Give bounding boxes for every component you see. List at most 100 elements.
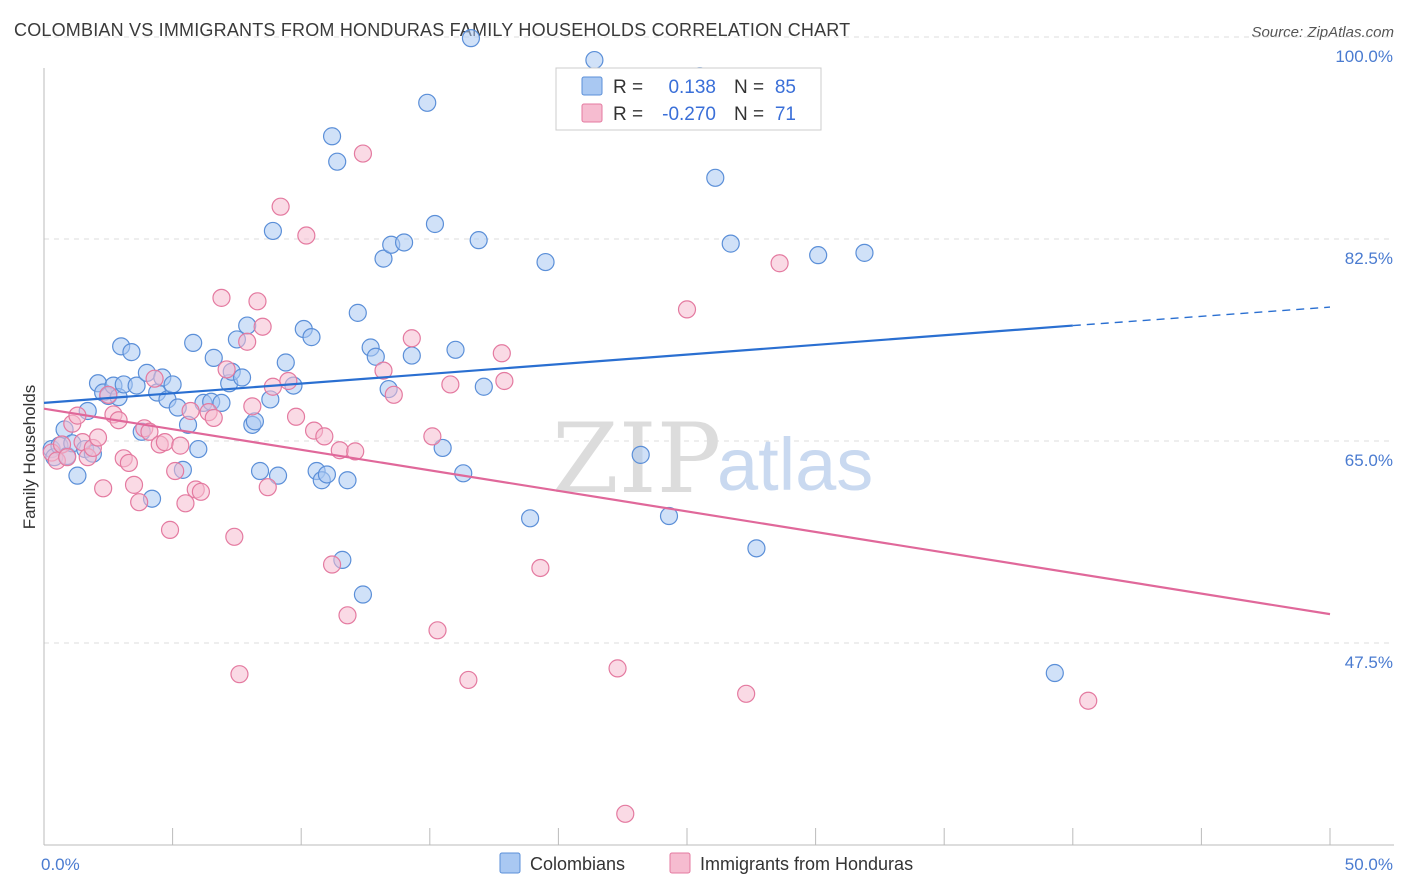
x-axis-tick-labels: 0.0% 50.0% xyxy=(41,855,1393,874)
point-colombians xyxy=(184,333,203,352)
bottom-legend: Colombians Immigrants from Honduras xyxy=(499,852,913,874)
trend-line-colombians-projection xyxy=(1072,306,1331,327)
watermark-atlas: atlas xyxy=(717,423,873,506)
point-honduras xyxy=(204,408,223,428)
point-colombians xyxy=(631,445,650,464)
point-colombians xyxy=(232,368,252,387)
point-colombians xyxy=(706,168,725,187)
point-honduras xyxy=(608,659,627,678)
point-honduras xyxy=(279,371,298,391)
legend-n-value-1: 85 xyxy=(775,77,796,98)
point-honduras xyxy=(258,478,277,497)
point-colombians xyxy=(353,585,373,604)
point-colombians xyxy=(366,347,385,366)
point-honduras xyxy=(145,369,164,388)
point-colombians xyxy=(809,246,828,265)
point-colombians xyxy=(322,127,342,146)
point-honduras xyxy=(315,427,334,446)
point-honduras xyxy=(441,375,460,394)
point-colombians xyxy=(721,234,740,253)
point-colombians xyxy=(454,464,473,483)
point-honduras xyxy=(495,371,514,391)
point-colombians xyxy=(855,243,874,262)
point-colombians xyxy=(433,438,452,458)
point-honduras xyxy=(88,428,108,447)
point-honduras xyxy=(217,360,236,379)
point-honduras xyxy=(353,144,373,163)
stats-legend: R = 0.138 N = 85 R = -0.270 N = 71 xyxy=(555,67,822,131)
y-tick-label: 82.5% xyxy=(1345,249,1393,268)
point-colombians xyxy=(127,376,146,395)
point-honduras xyxy=(286,407,306,426)
legend-n-label-1: N = xyxy=(734,77,764,98)
point-honduras xyxy=(166,461,185,481)
point-honduras xyxy=(253,317,272,336)
point-colombians xyxy=(122,343,141,362)
point-honduras xyxy=(212,288,231,307)
point-colombians xyxy=(328,152,347,171)
y-tick-label: 47.5% xyxy=(1345,653,1393,672)
point-colombians xyxy=(250,461,270,481)
point-colombians xyxy=(163,375,182,394)
point-honduras xyxy=(171,436,190,455)
point-honduras xyxy=(58,448,77,467)
bottom-legend-swatch-colombians xyxy=(499,852,521,874)
legend-r-value-2: -0.270 xyxy=(662,104,716,125)
point-honduras xyxy=(124,475,144,494)
point-colombians xyxy=(585,50,604,70)
point-honduras xyxy=(248,292,267,311)
trend-line-colombians xyxy=(43,324,1073,405)
point-colombians xyxy=(425,214,445,234)
point-colombians xyxy=(1045,663,1064,683)
legend-r-label-1: R = xyxy=(613,77,643,98)
point-honduras xyxy=(492,344,511,363)
point-colombians xyxy=(189,439,208,459)
point-honduras xyxy=(238,332,257,351)
series-colombians-points xyxy=(42,29,1064,683)
point-honduras xyxy=(155,433,174,452)
point-honduras xyxy=(322,555,342,574)
point-honduras xyxy=(94,479,113,498)
legend-n-label-2: N = xyxy=(734,104,764,125)
point-colombians xyxy=(317,465,337,484)
point-colombians xyxy=(536,252,555,272)
point-honduras xyxy=(176,494,195,513)
legend-r-label-2: R = xyxy=(613,104,643,125)
point-honduras xyxy=(384,385,403,404)
y-axis-label: Family Households xyxy=(20,385,39,530)
point-honduras xyxy=(99,385,118,404)
x-tick-label: 50.0% xyxy=(1345,855,1393,874)
series-honduras-points xyxy=(42,144,1098,823)
point-colombians xyxy=(338,471,357,490)
point-colombians xyxy=(394,233,414,252)
point-honduras xyxy=(181,401,200,421)
point-honduras xyxy=(677,300,697,319)
x-tick-label: 0.0% xyxy=(41,855,80,874)
point-honduras xyxy=(191,482,210,501)
point-honduras xyxy=(243,397,262,416)
point-colombians xyxy=(238,316,257,335)
point-colombians xyxy=(402,346,421,365)
x-axis-ticks xyxy=(172,828,1331,845)
point-colombians xyxy=(469,231,488,250)
chart-title: COLOMBIAN VS IMMIGRANTS FROM HONDURAS FA… xyxy=(14,20,851,40)
point-colombians xyxy=(374,249,393,268)
point-colombians xyxy=(245,412,265,431)
point-honduras xyxy=(737,684,756,703)
legend-r-value-1: 0.138 xyxy=(668,77,716,98)
point-honduras xyxy=(119,453,138,473)
bottom-legend-swatch-honduras xyxy=(669,852,691,874)
bottom-legend-label-colombians: Colombians xyxy=(530,854,625,874)
point-colombians xyxy=(521,509,540,528)
point-honduras xyxy=(402,329,421,348)
point-honduras xyxy=(338,606,357,625)
legend-swatch-pink xyxy=(581,103,603,123)
point-colombians xyxy=(474,377,493,396)
point-colombians xyxy=(302,328,321,347)
point-honduras xyxy=(130,493,149,512)
point-honduras xyxy=(616,804,635,823)
point-colombians xyxy=(68,466,87,485)
point-honduras xyxy=(230,665,249,684)
legend-swatch-blue xyxy=(581,76,603,96)
